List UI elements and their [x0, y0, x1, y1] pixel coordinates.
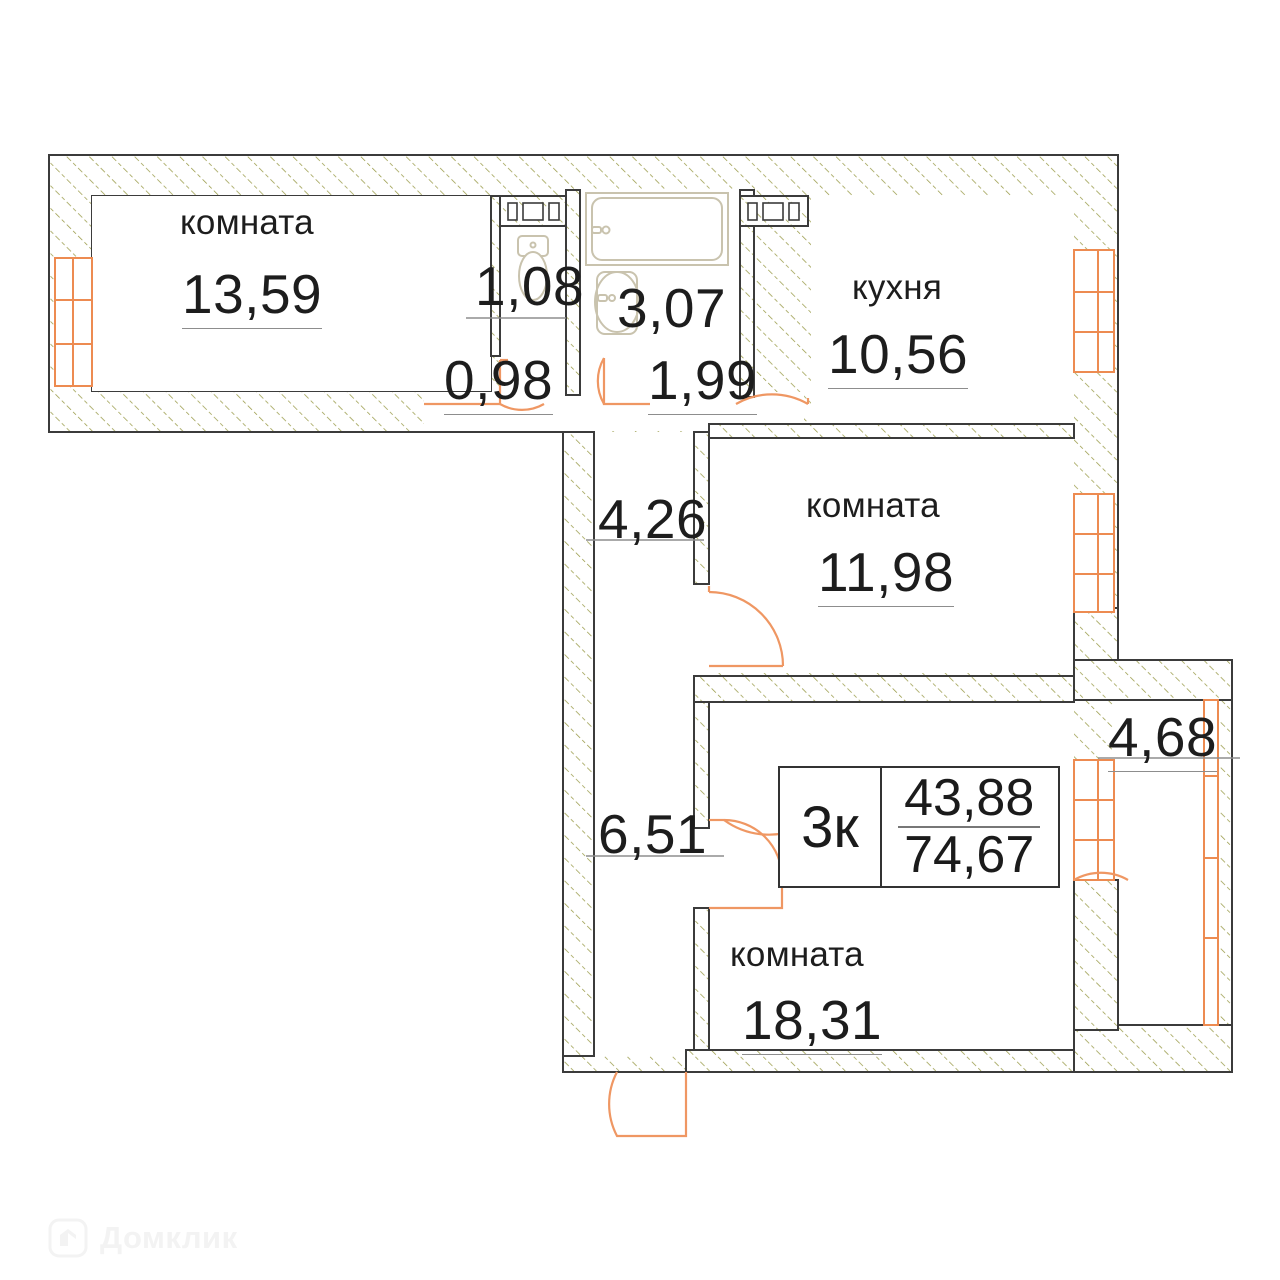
area-fraction: 43,88 74,67: [882, 768, 1056, 886]
bathroom-fixtures: [507, 192, 800, 335]
hall-lower-area: 6,51: [598, 803, 708, 865]
room-label-middle: комната: [806, 486, 940, 525]
room-label-left: комната: [180, 203, 314, 242]
watermark-text: Домклик: [100, 1220, 238, 1255]
interior-partitions: [490, 189, 1233, 1073]
room-area-bottom: 18,31: [742, 988, 883, 1055]
hall-upper-area: 4,26: [598, 488, 708, 550]
summary-divider: [880, 768, 883, 886]
watermark: Домклик: [48, 1218, 238, 1258]
balcony-area: 4,68: [1108, 705, 1218, 772]
kitchen-label: кухня: [852, 268, 942, 307]
windows-glazing: [54, 249, 1219, 1026]
total-area-value: 74,67: [904, 825, 1035, 884]
area-rule: [898, 826, 1041, 828]
corridor-small-area: 1,99: [648, 348, 758, 415]
bathtub-icon: [591, 197, 723, 261]
room-label-bottom: комната: [730, 935, 864, 974]
rooms-count-label: 3к: [801, 794, 859, 860]
vestibule-area: 0,98: [444, 348, 554, 415]
kitchen-area: 10,56: [828, 322, 969, 389]
living-area-value: 43,88: [904, 769, 1035, 828]
room-area-left: 13,59: [182, 262, 323, 329]
bathroom-area: 3,07: [617, 277, 727, 339]
dimension-leaders: [466, 317, 1240, 857]
room-area-middle: 11,98: [818, 540, 955, 607]
apartment-summary-box: 3к 43,88 74,67: [778, 766, 1060, 888]
toilet-area: 1,08: [475, 255, 585, 317]
house-logo-icon: [48, 1218, 88, 1258]
